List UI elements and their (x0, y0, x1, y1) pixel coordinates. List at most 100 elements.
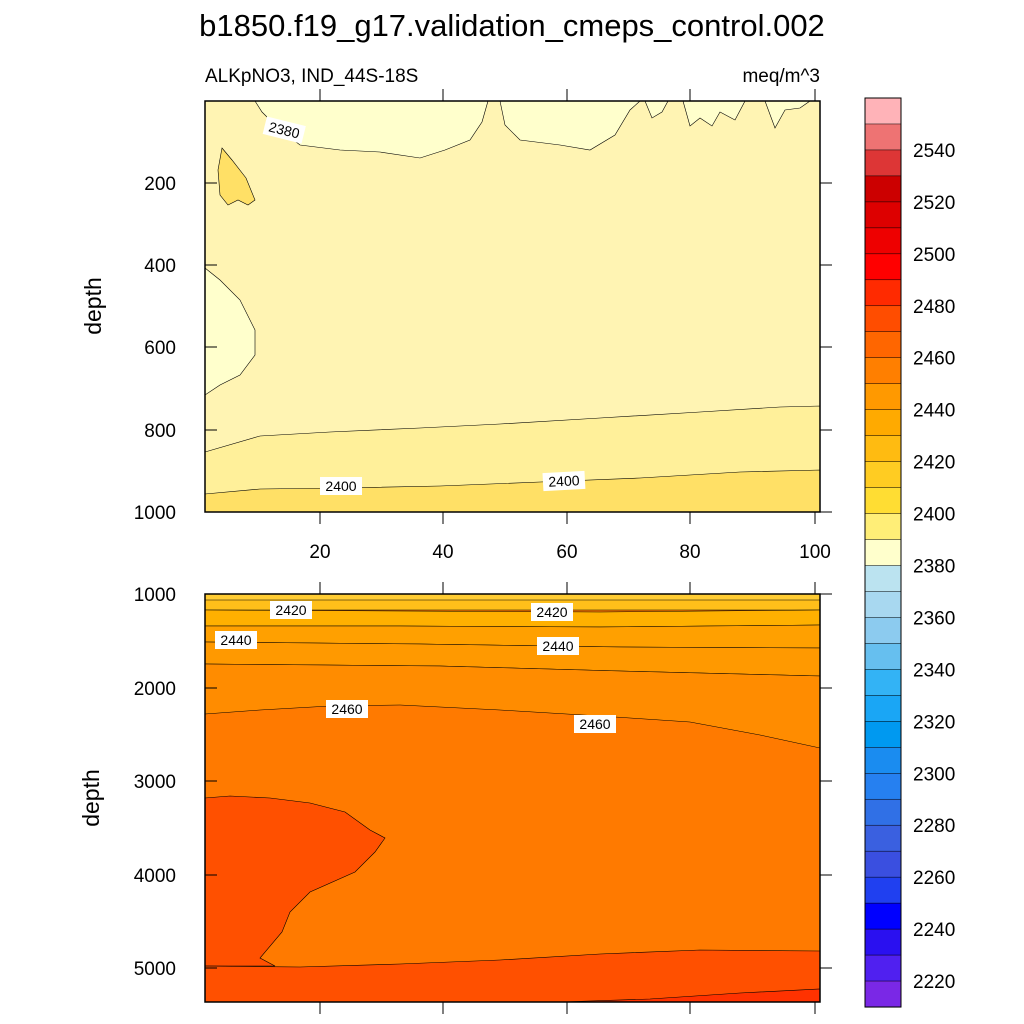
upper-y-axis-title: depth (80, 277, 106, 335)
lower-band-6 (204, 663, 821, 749)
colorbar-frame (864, 97, 902, 1008)
upper-plot-frame (204, 100, 821, 513)
x-tick-label-60: 60 (556, 542, 577, 563)
colorbar-label: 2340 (913, 660, 955, 681)
upper-y-tick-3: 800 (144, 421, 832, 442)
contour-label-2460-b: 2460 (574, 715, 616, 733)
variable-label: ALKpNO3, IND_44S-18S (205, 66, 418, 87)
colorbar-swatch (864, 201, 902, 229)
upper-light-patch-left (204, 267, 256, 396)
colorbar-label: 2280 (913, 816, 955, 837)
x-tick-60: 60 (556, 89, 578, 563)
colorbar-label: 2420 (913, 453, 955, 474)
colorbar-swatch (864, 305, 902, 333)
lower-panel: 2420 2420 2440 2440 2460 2460 1000 2000 … (78, 582, 832, 1014)
contour-label-2440-b: 2440 (537, 637, 579, 655)
upper-y-ticks: 200 400 600 800 1000 (134, 174, 832, 524)
colorbar-label: 2260 (913, 868, 955, 889)
colorbar-swatch (864, 773, 902, 800)
colorbar-swatch (864, 253, 902, 281)
colorbar-swatch (864, 97, 902, 125)
colorbar-swatch (864, 149, 902, 177)
colorbar-swatch (864, 876, 902, 904)
contour-label-2460-a: 2460 (326, 700, 368, 718)
colorbar-swatch (864, 902, 902, 930)
contour-label-2440-b-text: 2440 (542, 638, 573, 654)
contour-label-2400-a-text: 2400 (325, 478, 356, 494)
upper-dark-blob (217, 147, 256, 206)
colorbar-swatch (864, 383, 902, 411)
contour-label-2380: 2380 (262, 116, 306, 144)
colorbar-swatch (864, 565, 902, 593)
colorbar-swatch (864, 798, 902, 826)
contour-label-2460-b-text: 2460 (579, 716, 610, 732)
colorbar-swatch (864, 721, 902, 748)
contour-label-2420-a-text: 2420 (275, 602, 306, 618)
colorbar-swatch (864, 409, 902, 437)
lower-y-tick-0: 1000 (134, 585, 832, 606)
colorbar-label: 2480 (913, 297, 955, 318)
contour-label-2400-b: 2400 (542, 470, 586, 492)
lower-x-ticks (319, 582, 816, 1014)
lower-plot-frame (204, 593, 821, 1003)
upper-y-tick-label-0: 200 (144, 174, 176, 195)
colorbar-swatch (864, 513, 902, 541)
colorbar-swatch (864, 461, 902, 489)
lower-y-tick-3: 4000 (134, 866, 832, 887)
contour-label-2460-a-text: 2460 (331, 701, 362, 717)
colorbar-swatch (864, 227, 902, 255)
lower-y-tick-label-1: 2000 (134, 679, 176, 700)
colorbar-label: 2380 (913, 557, 955, 578)
upper-y-tick-4: 1000 (134, 503, 832, 524)
colorbar-label: 2520 (913, 193, 955, 214)
colorbar-swatch (864, 123, 902, 151)
upper-panel: 2380 2400 2400 200 400 600 800 1000 20 4… (80, 89, 832, 563)
colorbar-swatch (864, 591, 902, 618)
chart-title: b1850.f19_g17.validation_cmeps_control.0… (199, 8, 825, 43)
contour-label-2380-text: 2380 (267, 118, 301, 141)
upper-y-tick-label-4: 1000 (134, 503, 176, 524)
x-tick-20: 20 (309, 89, 331, 563)
colorbar-swatch (864, 539, 902, 567)
contour-label-2420-b: 2420 (531, 603, 573, 621)
colorbar-swatch (864, 954, 902, 982)
colorbar-swatch (864, 487, 902, 515)
lower-y-tick-label-4: 5000 (134, 959, 176, 980)
colorbar-swatch (864, 435, 902, 463)
colorbar-label: 2300 (913, 764, 955, 785)
colorbar-label: 2500 (913, 245, 955, 266)
colorbar-label: 2360 (913, 608, 955, 629)
lower-y-tick-1: 2000 (134, 679, 832, 700)
colorbar-swatch (864, 824, 902, 852)
colorbar: 2540 2520 2500 2480 2460 2440 2420 2400 2380 2360… (864, 97, 955, 1008)
x-tick-label-40: 40 (432, 542, 453, 563)
contour-label-2420-b-text: 2420 (536, 604, 567, 620)
colorbar-label: 2220 (913, 972, 955, 993)
x-tick-label-100: 100 (799, 542, 831, 563)
colorbar-label: 2400 (913, 505, 955, 526)
upper-y-tick-2: 600 (144, 338, 832, 359)
colorbar-label: 2540 (913, 141, 955, 162)
x-tick-100: 100 (799, 89, 831, 563)
x-tick-80: 80 (679, 89, 701, 563)
contour-label-2420-a: 2420 (270, 601, 312, 619)
units-label: meq/m^3 (742, 66, 820, 87)
colorbar-swatch (864, 669, 902, 696)
colorbar-swatch (864, 331, 902, 359)
lower-y-tick-label-3: 4000 (134, 866, 176, 887)
lower-y-tick-label-0: 1000 (134, 585, 176, 606)
upper-y-tick-0: 200 (144, 174, 832, 195)
x-tick-label-80: 80 (679, 542, 700, 563)
lower-band-1 (205, 594, 820, 600)
upper-y-tick-label-3: 800 (144, 421, 176, 442)
lower-y-tick-label-2: 3000 (134, 772, 176, 793)
colorbar-label: 2460 (913, 349, 955, 370)
colorbar-label: 2240 (913, 920, 955, 941)
contour-label-2400-a: 2400 (320, 477, 362, 495)
colorbar-label: 2440 (913, 401, 955, 422)
upper-y-tick-label-2: 600 (144, 338, 176, 359)
upper-light-patch-small2 (682, 100, 746, 127)
contour-label-2440-a: 2440 (215, 631, 257, 649)
lower-deep-patch-left (204, 795, 386, 967)
